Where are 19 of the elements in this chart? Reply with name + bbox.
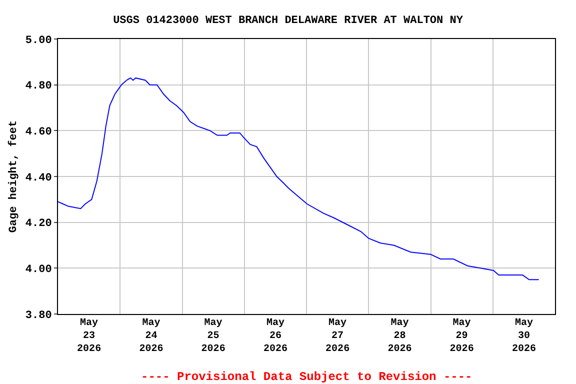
text: ---- Provisional Data Subject to Revision ---- bbox=[141, 370, 472, 384]
y-tick-label: 4.80 bbox=[25, 80, 52, 93]
y-axis-title: Gage height, feet bbox=[7, 120, 20, 233]
x-tick-label: May 27 2026 bbox=[326, 318, 350, 355]
x-tick-label: May 25 2026 bbox=[201, 318, 226, 355]
y-tick-label: 3.80 bbox=[25, 310, 52, 322]
x-tick-label: May 23 2026 bbox=[77, 318, 102, 355]
x-tick-label: May 26 2026 bbox=[263, 318, 288, 355]
x-tick-label: May 28 2026 bbox=[388, 318, 412, 355]
y-tick-label: 4.60 bbox=[25, 126, 52, 139]
x-tick-label: May 29 2026 bbox=[450, 318, 474, 355]
x-tick-label: May 30 2026 bbox=[512, 318, 536, 355]
x-tick-label: May 24 2026 bbox=[139, 318, 164, 355]
y-tick-label: 4.00 bbox=[25, 264, 52, 276]
y-tick-label: 4.20 bbox=[25, 218, 52, 230]
y-tick-label: 5.00 bbox=[25, 34, 52, 47]
chart-title: USGS 01423000 WEST BRANCH DELAWARE RIVER AT WALTON NY bbox=[113, 15, 464, 28]
line-series bbox=[58, 77, 540, 280]
y-tick-label: 4.40 bbox=[25, 172, 52, 184]
